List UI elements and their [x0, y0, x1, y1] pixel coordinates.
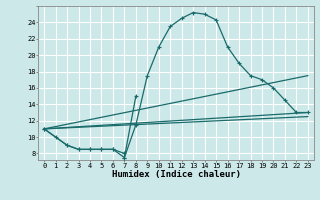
X-axis label: Humidex (Indice chaleur): Humidex (Indice chaleur) — [111, 170, 241, 179]
